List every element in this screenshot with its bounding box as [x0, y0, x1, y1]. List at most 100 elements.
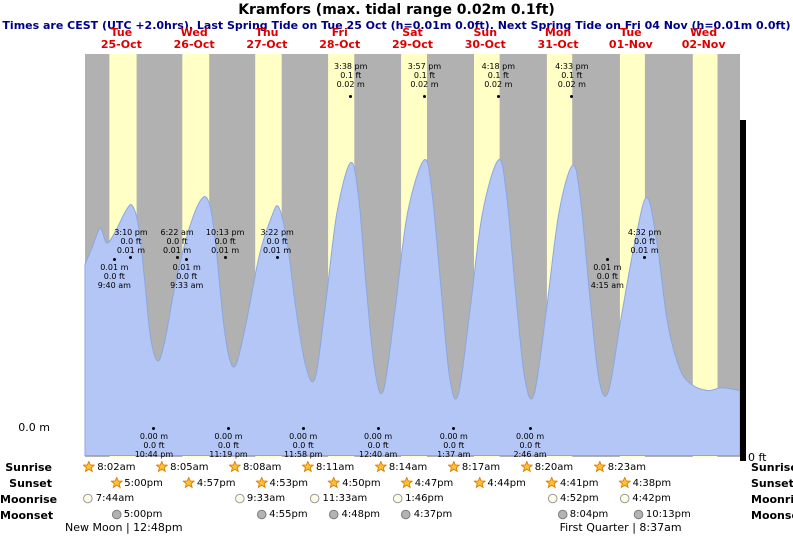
astro-row-label: Moonset [751, 509, 793, 522]
moonset-entry: 4:48pm [328, 509, 380, 520]
day-date: 29-Oct [391, 38, 434, 51]
low-tide-annotation: 0.00 m 0.0 ft 11:58 pm [284, 432, 322, 459]
day-header: Tue 01-Nov [609, 27, 653, 51]
low-tide-annotation: 0.00 m 0.0 ft 1:37 am [437, 432, 470, 459]
annotation-dot [496, 95, 500, 98]
moonset-time: 5:00pm [123, 509, 163, 520]
annotation-dot [226, 427, 230, 430]
annotation-line: 0.01 m [162, 246, 192, 255]
annotation-dot [301, 427, 305, 430]
sun-icon [473, 477, 486, 489]
day-date: 02-Nov [681, 38, 726, 51]
annotation-line: 0.02 m [410, 80, 439, 89]
low-tide-annotation: 0.00 m 0.0 ft 11:19 pm [209, 432, 247, 459]
day-name: Thu [255, 26, 279, 39]
annotation-dot [129, 256, 133, 259]
low-tide-annotation: 0.00 m 0.0 ft 10:44 pm [135, 432, 173, 459]
high-tide-annotation: 3:57 pm 0.1 ft 0.02 m [408, 62, 441, 89]
annotation-dot [452, 427, 456, 430]
moonset-time: 10:13pm [645, 509, 691, 520]
moonset-entry: 8:04pm [557, 509, 609, 520]
annotation-line: 6:22 am [160, 228, 194, 237]
annotation-line: 0.0 ft [176, 272, 198, 281]
sunset-time: 4:57pm [196, 477, 236, 489]
annotation-line: 0.1 ft [340, 71, 362, 80]
sunrise-time: 8:11am [315, 461, 355, 473]
annotation-line: 9:40 am [97, 281, 131, 290]
astro-row-label: Sunset [9, 477, 52, 490]
annotation-line: 0.0 ft [214, 237, 236, 246]
day-date: 31-Oct [537, 38, 579, 51]
annotation-dot [605, 258, 609, 261]
annotation-line: 10:44 pm [134, 450, 174, 459]
sunset-entry: 4:50pm [328, 477, 381, 489]
annotation-line: 0.1 ft [561, 71, 583, 80]
astro-row-label: Sunrise [751, 461, 793, 474]
sunset-time: 5:00pm [124, 477, 163, 489]
moonset-icon [557, 509, 568, 520]
sun-icon [593, 461, 606, 473]
astro-row-label: Moonset [0, 509, 54, 522]
moonrise-icon [392, 493, 403, 504]
moonset-icon [111, 509, 122, 520]
moonset-entry: 4:55pm [256, 509, 308, 520]
moonrise-time: 7:44am [95, 493, 135, 504]
moonset-time: 4:37pm [413, 509, 453, 520]
day-date: 26-Oct [173, 38, 215, 51]
moonset-time: 8:04pm [569, 509, 609, 520]
day-header: Thu 27-Oct [246, 27, 287, 51]
moonset-icon [401, 509, 412, 520]
y-axis-meters-label: 0.0 m [18, 421, 50, 434]
astro-row-label: Sunrise [5, 461, 52, 474]
day-header: Mon 31-Oct [538, 27, 579, 51]
day-name: Sun [473, 26, 498, 39]
day-name: Wed [180, 26, 208, 39]
sun-icon [328, 477, 341, 489]
annotation-line: 0.1 ft [413, 71, 436, 80]
annotation-dot [223, 256, 227, 259]
astro-row-label: Sunset [751, 477, 793, 490]
annotation-line: 0.00 m [515, 432, 545, 441]
sun-icon [110, 477, 123, 489]
annotation-line: 0.0 ft [266, 237, 288, 246]
high-tide-annotation: 4:18 pm 0.1 ft 0.02 m [482, 62, 515, 89]
moonset-entry: 10:13pm [633, 509, 691, 520]
annotation-line: 0.00 m [214, 432, 243, 441]
moonrise-entry: 7:44am [83, 493, 134, 504]
sunset-entry: 4:44pm [473, 477, 526, 489]
annotation-dot [643, 256, 647, 259]
annotation-line: 0.0 ft [519, 441, 541, 450]
annotation-line: 0.0 ft [103, 272, 125, 281]
sunrise-entry: 8:05am [156, 461, 208, 473]
sunset-time: 4:41pm [559, 477, 599, 489]
day-header: Sat 29-Oct [392, 27, 433, 51]
day-date: 30-Oct [464, 38, 506, 51]
annotation-line: 0.02 m [336, 80, 365, 89]
sunset-entry: 5:00pm [110, 477, 163, 489]
sunset-time: 4:53pm [269, 477, 309, 489]
low-tide-annotation: 0.00 m 0.0 ft 2:46 am [513, 432, 546, 459]
y-axis-feet-label: 0 ft [748, 451, 767, 464]
low-tide-annotation: 0.00 m 0.0 ft 12:40 am [359, 432, 397, 459]
annotation-line: 0.0 ft [367, 441, 389, 450]
annotation-line: 4:15 am [590, 281, 624, 290]
sunset-entry: 4:41pm [545, 477, 599, 489]
day-date: 28-Oct [319, 38, 361, 51]
day-header: Wed 02-Nov [682, 27, 726, 51]
high-tide-annotation: 4:33 pm 0.1 ft 0.02 m [555, 62, 588, 89]
sun-icon [545, 477, 558, 489]
annotation-line: 0.0 ft [443, 441, 465, 450]
annotation-line: 0.01 m [172, 263, 201, 272]
annotation-dot [152, 427, 156, 430]
moonrise-icon [310, 493, 321, 504]
sun-icon [520, 461, 533, 473]
sunrise-time: 8:05am [170, 461, 209, 473]
sun-icon [83, 461, 96, 473]
moonrise-entry: 1:46pm [392, 493, 444, 504]
sunset-time: 4:50pm [342, 477, 381, 489]
low-tide-annotation: 0.01 m 0.0 ft 9:40 am [98, 263, 131, 290]
moonrise-icon [547, 493, 558, 504]
moonrise-entry: 4:42pm [619, 493, 671, 504]
annotation-dot [275, 256, 279, 259]
sun-icon [400, 477, 413, 489]
